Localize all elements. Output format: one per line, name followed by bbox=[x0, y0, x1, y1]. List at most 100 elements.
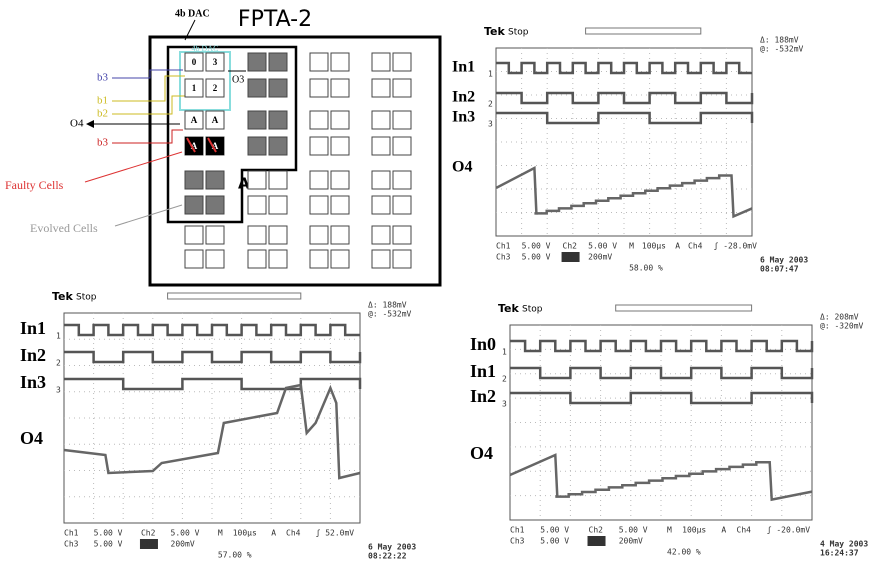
cell bbox=[248, 171, 266, 189]
cursor-readout: @: -532mV bbox=[368, 310, 412, 319]
scope-status: Stop bbox=[522, 305, 543, 315]
cell bbox=[393, 111, 411, 129]
setting-text: 5.00 V bbox=[94, 540, 123, 549]
cell bbox=[372, 171, 390, 189]
cell bbox=[269, 171, 287, 189]
cursor-readout: @: -320mV bbox=[820, 322, 864, 331]
cell bbox=[372, 196, 390, 214]
setting-text: Ch1 bbox=[510, 526, 525, 535]
delta-readout: Δ: 188mV bbox=[368, 301, 407, 310]
cell bbox=[206, 171, 224, 189]
cell bbox=[310, 196, 328, 214]
cell-label: A bbox=[212, 115, 219, 125]
setting-text: ʃ 52.0mV bbox=[316, 529, 355, 538]
cell bbox=[331, 53, 349, 71]
setting-text: Ch1 bbox=[496, 242, 511, 251]
channel-marker: 3 bbox=[488, 120, 493, 129]
signal-label: b2 bbox=[97, 108, 108, 120]
cell bbox=[393, 79, 411, 97]
cell bbox=[393, 226, 411, 244]
setting-text: 100µs bbox=[682, 526, 706, 535]
cursor-readout: @: -532mV bbox=[760, 45, 804, 54]
channel-marker: 2 bbox=[488, 100, 493, 109]
cell bbox=[310, 250, 328, 268]
setting-text: 200mV bbox=[171, 540, 195, 549]
scope-status: Stop bbox=[508, 28, 529, 38]
cell bbox=[206, 226, 224, 244]
cell bbox=[310, 53, 328, 71]
setting-text: 5.00 V bbox=[588, 242, 617, 251]
figure: FPTA-2 4b DAC 4b DAC b3 b1 b2 O4 b3 O3 A… bbox=[0, 0, 882, 579]
cell bbox=[393, 171, 411, 189]
cell bbox=[372, 250, 390, 268]
signal-label: b1 bbox=[97, 95, 108, 107]
trace-label: In3 bbox=[20, 372, 46, 392]
waveform bbox=[64, 325, 360, 335]
signal-line bbox=[112, 70, 183, 78]
cell bbox=[248, 196, 266, 214]
trace-label: In3 bbox=[452, 109, 475, 126]
cell bbox=[269, 226, 287, 244]
setting-text: Ch2 bbox=[563, 242, 578, 251]
trace-label: In1 bbox=[452, 59, 475, 76]
delta-readout: Δ: 208mV bbox=[820, 313, 859, 322]
trace-label: In2 bbox=[470, 386, 496, 406]
setting-text: 5.00 V bbox=[522, 242, 551, 251]
trigger-bar bbox=[168, 293, 301, 299]
setting-text: ʃ -20.0mV bbox=[767, 526, 811, 535]
cell bbox=[248, 250, 266, 268]
inner-dac-label: 4b DAC bbox=[192, 44, 219, 53]
fpta-diagram: FPTA-2 4b DAC 4b DAC b3 b1 b2 O4 b3 O3 A… bbox=[5, 7, 440, 285]
cell-label: 0 bbox=[192, 57, 197, 67]
channel-marker: 2 bbox=[502, 375, 507, 384]
time-readout: 08:22:22 bbox=[368, 552, 407, 561]
percent-readout: 42.00 % bbox=[667, 548, 701, 557]
setting-text: Ch2 bbox=[141, 529, 156, 538]
diagram-title: FPTA-2 bbox=[238, 7, 312, 32]
setting-text: Ch4 bbox=[141, 540, 156, 549]
cell bbox=[248, 53, 266, 71]
setting-text: 5.00 V bbox=[619, 526, 648, 535]
cell bbox=[185, 171, 203, 189]
percent-readout: 58.00 % bbox=[629, 264, 663, 273]
cell bbox=[248, 137, 266, 155]
trace-label: In2 bbox=[452, 89, 475, 106]
setting-text: A bbox=[675, 242, 680, 251]
signal-label: O4 bbox=[70, 118, 84, 130]
time-readout: 16:24:37 bbox=[820, 549, 859, 558]
cell bbox=[206, 196, 224, 214]
setting-text: Ch4 bbox=[737, 526, 752, 535]
setting-text: 100µs bbox=[642, 242, 666, 251]
scope-brand: Tek bbox=[52, 290, 74, 303]
setting-text: M bbox=[629, 242, 634, 251]
evolved-label: Evolved Cells bbox=[30, 221, 98, 235]
cell bbox=[393, 196, 411, 214]
cell bbox=[248, 226, 266, 244]
setting-text: Ch3 bbox=[510, 537, 525, 546]
cell bbox=[269, 196, 287, 214]
setting-text: 100µs bbox=[233, 529, 257, 538]
date-readout: 6 May 2003 bbox=[368, 543, 416, 552]
cell bbox=[206, 250, 224, 268]
setting-text: Ch4 bbox=[688, 242, 703, 251]
trace-label: In1 bbox=[20, 318, 46, 338]
setting-text: 5.00 V bbox=[522, 253, 551, 262]
delta-readout: Δ: 188mV bbox=[760, 36, 799, 45]
cell bbox=[372, 79, 390, 97]
cell-label: A bbox=[191, 115, 198, 125]
setting-text: 5.00 V bbox=[540, 537, 569, 546]
scope-brand: Tek bbox=[484, 25, 506, 38]
setting-text: 5.00 V bbox=[171, 529, 200, 538]
cell-label: 3 bbox=[213, 57, 218, 67]
cell-label: 1 bbox=[192, 83, 197, 93]
signal-label: b3 bbox=[97, 137, 109, 149]
cell bbox=[269, 111, 287, 129]
cell bbox=[372, 53, 390, 71]
channel-marker: 3 bbox=[502, 400, 507, 409]
date-readout: 6 May 2003 bbox=[760, 256, 808, 265]
cell-label: 2 bbox=[213, 83, 218, 93]
cell bbox=[393, 53, 411, 71]
cell bbox=[269, 250, 287, 268]
